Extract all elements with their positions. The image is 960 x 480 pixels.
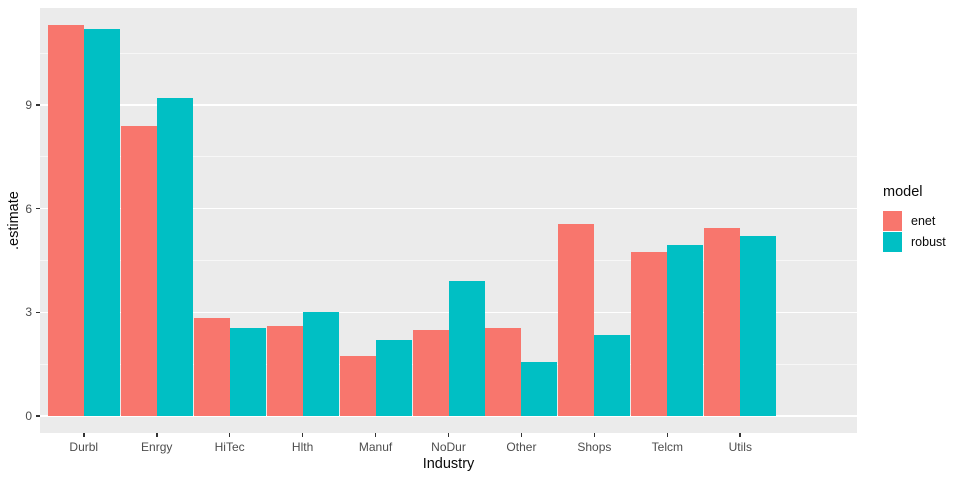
gridline-minor xyxy=(40,156,857,158)
gridline-major xyxy=(40,415,857,417)
x-axis-title: Industry xyxy=(422,456,475,472)
bar-utils-enet xyxy=(704,227,741,416)
x-tick-mark xyxy=(593,433,596,437)
bar-shops-enet xyxy=(558,224,595,416)
legend-label-robust: robust xyxy=(911,234,946,249)
x-tick-label-other: Other xyxy=(506,440,537,454)
x-tick-mark xyxy=(228,433,231,437)
y-tick-label: 9 xyxy=(25,97,32,112)
bar-telcm-robust xyxy=(667,244,704,416)
bar-manuf-enet xyxy=(339,355,376,416)
gridline-major xyxy=(40,104,857,106)
y-axis-title: .estimate xyxy=(6,191,22,250)
x-tick-mark xyxy=(739,433,742,437)
legend-swatch-enet xyxy=(883,210,902,231)
x-tick-label-telcm: Telcm xyxy=(651,440,683,454)
bar-hlth-robust xyxy=(302,312,339,416)
y-tick-mark xyxy=(36,207,40,210)
y-tick-mark xyxy=(36,311,40,314)
y-tick-mark xyxy=(36,104,40,106)
x-tick-label-enrgy: Enrgy xyxy=(141,440,173,454)
x-tick-label-nodur: NoDur xyxy=(431,440,466,454)
bar-other-enet xyxy=(485,327,522,416)
y-tick-label: 6 xyxy=(25,201,32,216)
legend-label-enet: enet xyxy=(911,213,936,228)
gridline-minor xyxy=(40,259,857,261)
bar-telcm-enet xyxy=(631,251,668,416)
legend-swatch-robust xyxy=(883,231,902,252)
bar-nodur-robust xyxy=(448,281,485,416)
bar-manuf-robust xyxy=(375,339,412,416)
bar-other-robust xyxy=(521,362,558,416)
bar-shops-robust xyxy=(594,334,631,416)
y-tick-label: 0 xyxy=(25,409,32,423)
legend-title: model xyxy=(883,184,923,200)
y-tick-label: 3 xyxy=(25,305,32,320)
x-tick-label-utils: Utils xyxy=(728,440,752,454)
bar-nodur-enet xyxy=(412,329,449,416)
x-tick-label-hitec: HiTec xyxy=(214,440,245,454)
x-tick-mark xyxy=(82,433,85,437)
legend-item-robust: robust xyxy=(883,231,946,252)
x-tick-mark xyxy=(301,433,304,437)
bar-durbl-enet xyxy=(47,25,84,416)
gridline-major xyxy=(40,207,857,210)
y-tick-mark xyxy=(36,415,40,417)
x-tick-mark xyxy=(447,433,450,437)
legend: model enet robust xyxy=(883,184,946,252)
x-tick-label-hlth: Hlth xyxy=(291,440,314,454)
bar-hitec-robust xyxy=(229,327,266,416)
x-tick-label-manuf: Manuf xyxy=(358,440,393,454)
x-tick-label-durbl: Durbl xyxy=(69,440,99,454)
gridline-minor xyxy=(40,52,857,54)
bar-durbl-robust xyxy=(83,28,120,416)
x-tick-mark xyxy=(374,433,377,437)
bar-enrgy-enet xyxy=(120,125,157,416)
bar-utils-robust xyxy=(740,236,777,416)
x-tick-mark xyxy=(520,433,523,437)
bar-hlth-enet xyxy=(266,326,303,416)
bar-hitec-enet xyxy=(193,317,230,416)
x-tick-mark xyxy=(666,433,669,437)
x-tick-label-shops: Shops xyxy=(577,440,612,454)
legend-items: enet robust xyxy=(883,210,946,252)
plot-panel xyxy=(40,8,857,433)
bar-enrgy-robust xyxy=(156,98,193,416)
x-tick-mark xyxy=(155,433,158,437)
legend-item-enet: enet xyxy=(883,210,946,231)
